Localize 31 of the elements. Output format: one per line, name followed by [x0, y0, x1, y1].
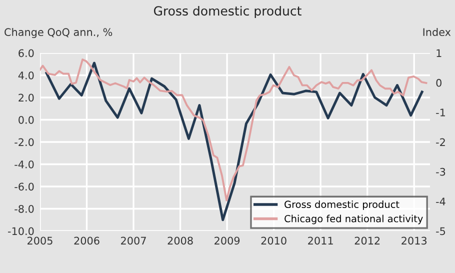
y-axis-title: Change QoQ ann., %: [4, 28, 112, 38]
y-tick-label: -4.0: [14, 160, 34, 168]
x-tick-label: 2007: [121, 236, 146, 245]
y-tick-label: 6.0: [18, 49, 34, 58]
legend-label: Chicago fed national activity: [284, 214, 423, 224]
x-tick-label: 2012: [354, 236, 380, 245]
x-tick-label: 2006: [74, 236, 100, 245]
y-tick-label: 2.0: [18, 94, 34, 102]
y-tick-label: -8.0: [14, 204, 34, 213]
y2-tick-label: -1: [436, 108, 445, 116]
line-series: [40, 58, 428, 202]
y2-axis-title: Index: [423, 28, 451, 36]
legend-label: Gross domestic product: [284, 200, 400, 210]
x-tick-label: 2005: [28, 236, 52, 245]
y2-tick-label: -3: [436, 168, 446, 176]
y-tick-label: 0.0: [18, 116, 34, 124]
y-tick-label: 4.0: [18, 71, 34, 80]
chart-title: Gross domestic product: [154, 6, 302, 18]
y2-tick-label: -5: [436, 227, 446, 236]
x-tick-label: 2009: [214, 236, 240, 245]
y-tick-label: -10.0: [8, 227, 34, 236]
x-tick-label: 2010: [261, 236, 286, 245]
x-tick-label: 2013: [402, 236, 427, 245]
y-tick-label: -6.0: [14, 182, 34, 191]
y2-tick-label: -4: [436, 198, 446, 206]
y2-tick-label: -2: [436, 138, 445, 146]
y2-tick-label: 0: [436, 78, 442, 87]
x-tick-label: 2011: [308, 236, 333, 245]
x-tick-label: 2008: [168, 236, 193, 245]
y-tick-label: -2.0: [14, 138, 34, 146]
y2-tick-label: 1: [436, 49, 442, 57]
